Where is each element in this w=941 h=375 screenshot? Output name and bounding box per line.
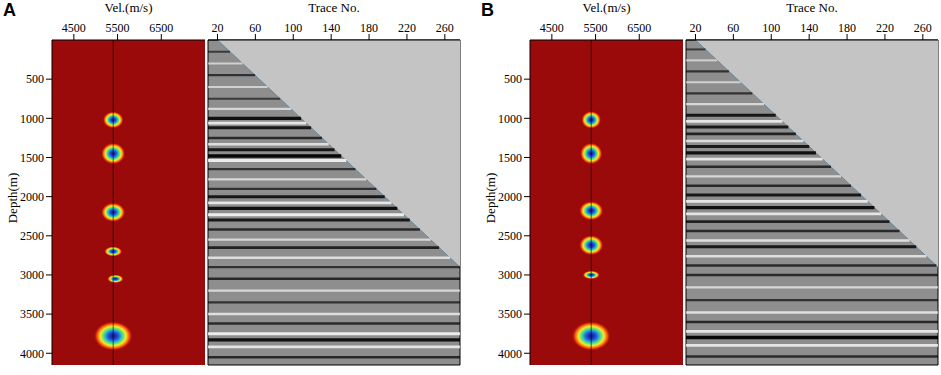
svg-text:2000: 2000: [498, 190, 522, 204]
svg-text:60: 60: [249, 21, 261, 35]
svg-text:180: 180: [838, 21, 856, 35]
html-text:Vel.(m/s): Vel.(m/s): [104, 0, 153, 15]
svg-text:3500: 3500: [20, 307, 44, 321]
html-text:Vel.(m/s): Vel.(m/s): [582, 0, 631, 15]
svg-text:220: 220: [876, 21, 894, 35]
svg-text:5500: 5500: [584, 21, 608, 35]
svg-text:500: 500: [26, 72, 44, 86]
svg-text:1500: 1500: [20, 151, 44, 165]
html-text:Depth(m): Depth(m): [483, 172, 498, 224]
html-text:Depth(m): Depth(m): [5, 172, 20, 224]
svg-text:140: 140: [800, 21, 818, 35]
svg-text:260: 260: [914, 21, 932, 35]
svg-text:4000: 4000: [20, 347, 44, 361]
svg-text:6500: 6500: [149, 21, 173, 35]
html-text:B: B: [481, 0, 494, 20]
svg-text:1000: 1000: [498, 112, 522, 126]
svg-text:220: 220: [398, 21, 416, 35]
svg-text:6500: 6500: [627, 21, 651, 35]
svg-text:1000: 1000: [20, 112, 44, 126]
svg-text:20: 20: [211, 21, 223, 35]
svg-text:2500: 2500: [20, 229, 44, 243]
svg-text:140: 140: [322, 21, 340, 35]
svg-text:3000: 3000: [498, 268, 522, 282]
svg-text:180: 180: [360, 21, 378, 35]
svg-text:2000: 2000: [20, 190, 44, 204]
svg-text:2500: 2500: [498, 229, 522, 243]
svg-text:100: 100: [762, 21, 780, 35]
html-text:Trace No.: Trace No.: [308, 0, 360, 15]
svg-text:20: 20: [689, 21, 701, 35]
svg-text:4500: 4500: [540, 21, 564, 35]
svg-text:4500: 4500: [62, 21, 86, 35]
svg-text:5500: 5500: [106, 21, 130, 35]
svg-text:260: 260: [436, 21, 454, 35]
svg-text:3500: 3500: [498, 307, 522, 321]
svg-text:500: 500: [504, 72, 522, 86]
svg-text:60: 60: [727, 21, 739, 35]
svg-text:4000: 4000: [498, 347, 522, 361]
html-text:A: A: [3, 0, 16, 20]
svg-text:1500: 1500: [498, 151, 522, 165]
svg-text:3000: 3000: [20, 268, 44, 282]
svg-text:100: 100: [284, 21, 302, 35]
html-text:Trace No.: Trace No.: [786, 0, 838, 15]
